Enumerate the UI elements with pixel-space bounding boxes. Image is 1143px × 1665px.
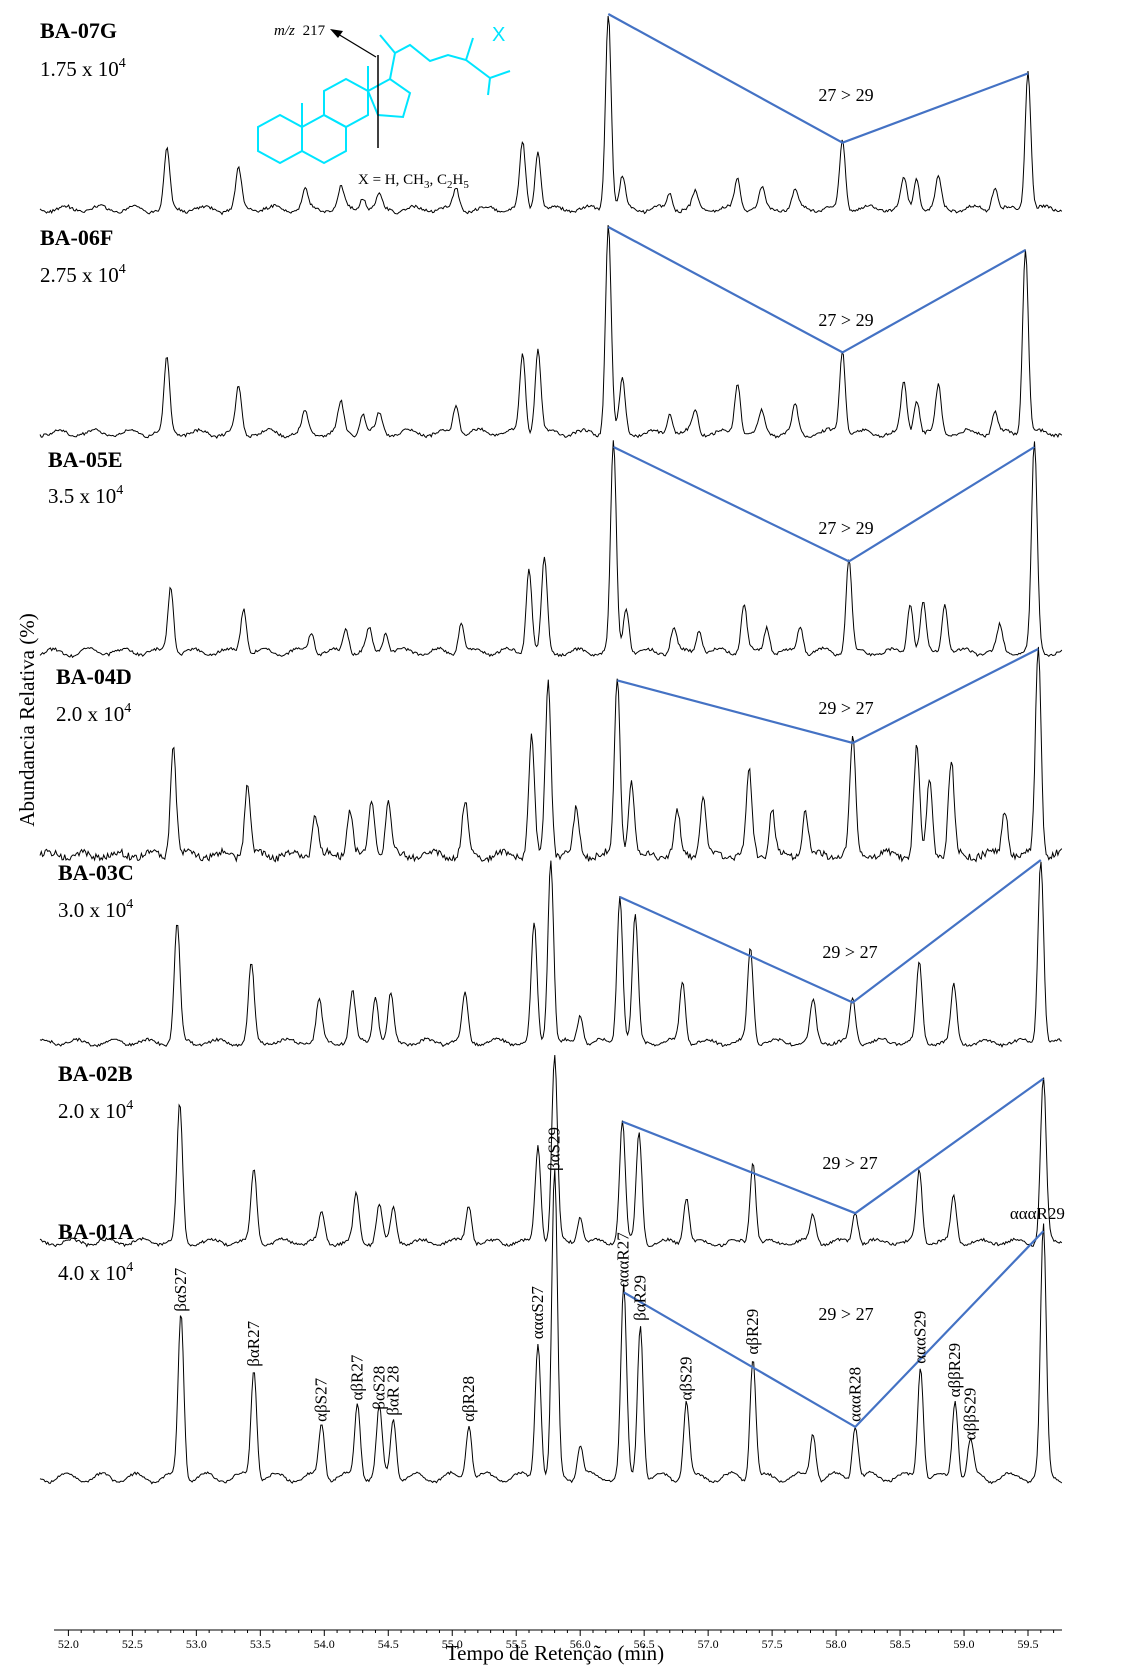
sterane-structure-inset: X m/z 217 X = H, CH3, C2H5 (257, 23, 511, 191)
x-tick-label: 57.0 (698, 1637, 719, 1651)
y-axis-label: Abundancia Relativa (%) (15, 613, 39, 826)
peak-label: αααR29 (1010, 1204, 1065, 1223)
x-tick-label: 56.5 (634, 1637, 655, 1651)
formula-prefix: X = H, CH (358, 172, 424, 188)
peak-label: βαS28 (369, 1366, 388, 1410)
formula-sub-2: 2 (447, 179, 453, 191)
formula-sub-3: 3 (424, 179, 430, 191)
chromatogram-trace (39, 15, 1063, 216)
peak-label: βαR27 (244, 1320, 263, 1366)
peak-label: αααR27 (614, 1232, 633, 1288)
x-tick-label: 58.5 (890, 1637, 911, 1651)
sterane-ratio-label: 27 > 29 (818, 310, 873, 330)
sample-name: BA-03C (58, 860, 134, 885)
peak-label: αβR27 (348, 1354, 367, 1400)
sample-name: BA-07G (40, 18, 117, 43)
formula-mid-2: H (452, 172, 463, 188)
x-tick-label: 59.0 (954, 1637, 975, 1651)
x-axis: 52.0 52.5 53.0 53.5 54.0 54.5 55.0 55.5 56.0 56.5… (54, 1629, 1062, 1651)
sterane-ratio-label: 29 > 27 (818, 698, 873, 718)
chromatogram-trace (39, 1169, 1063, 1485)
x-tick-label: 53.0 (186, 1637, 207, 1651)
sample-name: BA-06F (40, 225, 113, 250)
sterane-ratio-label: 27 > 29 (818, 85, 873, 105)
x-tick-label: 55.0 (442, 1637, 463, 1651)
sterane-ratio-label: 27 > 29 (818, 518, 873, 538)
substituent-label: X (492, 24, 505, 46)
panel-ba-03c: BA-03C 3.0 x 104 29 > 27 (39, 859, 1062, 1048)
chromatogram-trace (39, 1054, 1063, 1248)
peak-label: αααS27 (528, 1286, 547, 1340)
abundance-scale: 2.0 x 104 (56, 701, 131, 726)
ratio-v-line (619, 859, 1042, 1004)
sterane-ratio-label: 29 > 27 (822, 1153, 877, 1173)
chromatogram-trace (39, 225, 1063, 439)
x-tick-label: 52.0 (58, 1637, 79, 1651)
peak-label: αβR29 (743, 1309, 762, 1355)
sample-name: BA-02B (58, 1061, 133, 1086)
formula-mid: , C (429, 172, 447, 188)
ratio-v-line (607, 13, 1029, 144)
x-tick-label: 54.5 (378, 1637, 399, 1651)
peak-label: αβS27 (312, 1377, 331, 1422)
peak-label: αβR28 (459, 1376, 478, 1422)
ratio-v-line (607, 226, 1027, 354)
peak-label: αααR28 (845, 1367, 864, 1422)
formula-sub-5: 5 (463, 179, 469, 191)
panel-ba-02b: BA-02B 2.0 x 104 29 > 27 (39, 1054, 1063, 1248)
ratio-v-line (621, 1077, 1045, 1215)
abundance-scale: 4.0 x 104 (58, 1260, 133, 1285)
x-tick-label: 54.0 (314, 1637, 335, 1651)
panel-ba-07g: BA-07G 1.75 x 104 27 > 29 (39, 13, 1063, 216)
panel-ba-01a: BA-01A 4.0 x 104 29 > 27 βαS27 βαR27 αβS27 αβR… (39, 1127, 1065, 1485)
x-tick-label: 52.5 (122, 1637, 143, 1651)
sterane-ratio-label: 29 > 27 (818, 1304, 873, 1324)
sample-name: BA-05E (48, 447, 123, 472)
peak-label: βαR 28 (383, 1366, 402, 1416)
x-tick-label: 58.0 (826, 1637, 847, 1651)
peak-label: βαS29 (545, 1127, 564, 1171)
mz-prefix: m/z (274, 23, 295, 39)
peak-label: αααS29 (911, 1311, 930, 1364)
panel-ba-05e: BA-05E 3.5 x 104 27 > 29 (39, 440, 1063, 659)
ratio-v-line (623, 1230, 1045, 1429)
abundance-scale: 2.75 x 104 (40, 262, 126, 287)
abundance-scale: 1.75 x 104 (40, 56, 126, 81)
sterane-structure-drawing (257, 34, 511, 165)
x-tick-label: 57.5 (762, 1637, 783, 1651)
ratio-v-line (613, 446, 1035, 563)
ratio-v-line (617, 648, 1039, 745)
chromatogram-trace (39, 860, 1062, 1048)
substituent-formula: X = H, CH3, C2H5 (358, 172, 469, 191)
mz-label: m/z 217 (274, 23, 326, 39)
x-tick-label: 56.0 (570, 1637, 591, 1651)
peak-label: αβS29 (676, 1356, 695, 1400)
abundance-scale: 3.5 x 104 (48, 483, 123, 508)
x-axis-label: Tempo de Retenção (min) (446, 1641, 664, 1665)
chromatogram-panels: BA-07G 1.75 x 104 27 > 29 BA-06F 2.75 x 104 2… (39, 13, 1065, 1485)
chromatogram-trace (39, 440, 1063, 659)
sample-name: BA-01A (58, 1219, 134, 1244)
x-tick-label: 55.5 (506, 1637, 527, 1651)
panel-ba-04d: BA-04D 2.0 x 104 29 > 27 (39, 646, 1063, 864)
fragment-arrow-line (337, 33, 377, 58)
sample-name: BA-04D (56, 664, 132, 689)
x-tick-label: 53.5 (250, 1637, 271, 1651)
abundance-scale: 3.0 x 104 (58, 897, 133, 922)
fragment-arrow-head (330, 29, 343, 38)
peak-label: αββS29 (960, 1388, 979, 1441)
abundance-scale: 2.0 x 104 (58, 1098, 133, 1123)
peak-label: βαS27 (171, 1267, 190, 1312)
x-tick-label: 59.5 (1018, 1637, 1039, 1651)
sterane-ratio-label: 29 > 27 (822, 942, 877, 962)
panel-ba-06f: BA-06F 2.75 x 104 27 > 29 (39, 225, 1063, 439)
peak-label: αββR29 (945, 1343, 964, 1398)
chromatogram-trace (39, 646, 1063, 864)
mz-value: 217 (303, 23, 326, 39)
peak-label: βαR29 (630, 1275, 649, 1321)
